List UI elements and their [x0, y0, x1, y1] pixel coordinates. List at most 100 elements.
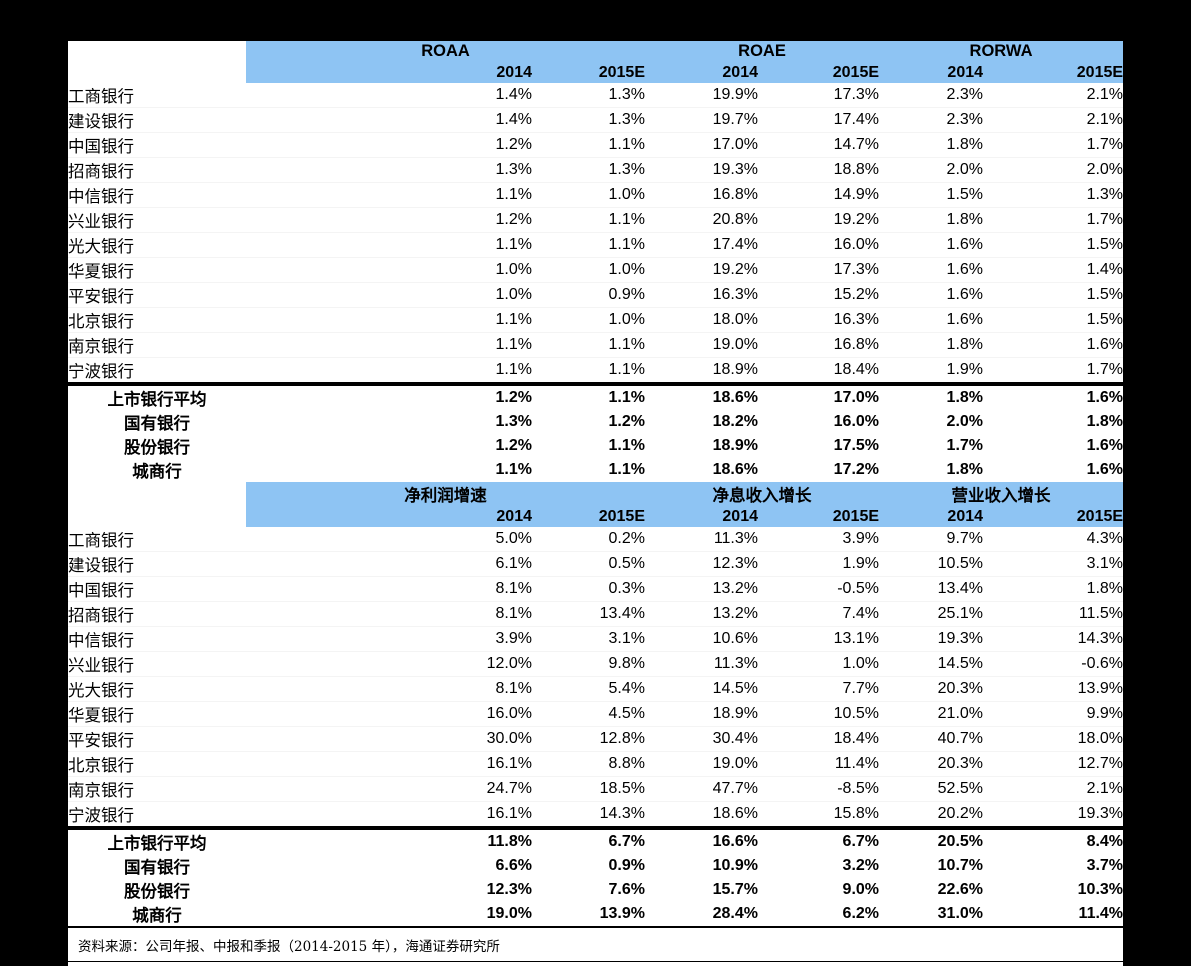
group-title-row: ROAA ROAE RORWA — [68, 41, 1124, 62]
metric-value: 0.3% — [532, 576, 645, 602]
metric-value: 13.4% — [879, 576, 984, 602]
summary-value: 18.6% — [712, 461, 758, 478]
summary-value: 17.0% — [758, 382, 880, 410]
bank-row: 兴业银行 1.2% 1.1% 20.8% 19.2% 1.8% 1.7% — [68, 207, 1124, 233]
metric-value: 3.1% — [983, 551, 1124, 577]
metric-value: 17.3% — [758, 83, 880, 108]
summary-value: 1.2% — [246, 382, 532, 410]
metric-value: 16.1% — [246, 801, 532, 829]
metric-value: 12.3% — [645, 551, 758, 577]
metric-value: 14.5% — [879, 651, 984, 677]
metric-value: 1.4% — [246, 83, 532, 108]
metric-value: 30.0% — [246, 726, 532, 752]
metric-value: 2.1% — [983, 83, 1124, 108]
bank-row: 华夏银行 1.0% 1.0% 19.2% 17.3% 1.6% 1.4% — [68, 257, 1124, 283]
metric-value: 1.7% — [983, 357, 1124, 385]
metric-value: 19.0% — [645, 751, 758, 777]
summary-value: 6.7% — [532, 826, 645, 854]
metric-value: 1.1% — [532, 332, 645, 358]
summary-value: 12.3% — [486, 881, 532, 898]
summary-value: 1.8% — [879, 382, 984, 410]
metric-value: 18.8% — [758, 157, 880, 183]
summary-value: 13.9% — [599, 905, 645, 922]
bank-row: 宁波银行 16.1% 14.3% 18.6% 15.8% 20.2% 19.3% — [68, 801, 1124, 829]
metric-value: 8.1% — [246, 676, 532, 702]
metric-value: 1.1% — [246, 232, 532, 258]
summary-value: 18.9% — [712, 437, 758, 454]
metric-value: 12.7% — [983, 751, 1124, 777]
metric-value: 1.0% — [532, 307, 645, 333]
metric-value: 11.3% — [645, 651, 758, 677]
year-header-row: 2014 2015E 2014 2015E 2014 2015E — [68, 506, 1124, 527]
metric-value: 1.1% — [246, 332, 532, 358]
bank-row: 招商银行 8.1% 13.4% 13.2% 7.4% 25.1% 11.5% — [68, 601, 1124, 627]
bank-name: 北京银行 — [68, 751, 246, 777]
metric-value: 14.5% — [645, 676, 758, 702]
label-column-spacer — [68, 62, 246, 83]
year-header: 2014 — [879, 506, 984, 527]
summary-row: 上市银行平均 11.8% 6.7% 16.6% 6.7% 20.5% 8.4% — [68, 826, 1124, 854]
metric-value: 12.8% — [532, 726, 645, 752]
summary-label: 上市银行平均 — [68, 826, 246, 854]
summary-row: 股份银行 12.3% 7.6% 15.7% 9.0% 22.6% 10.3% — [68, 878, 1123, 902]
year-header-row: 2014 2015E 2014 2015E 2014 2015E — [68, 62, 1124, 83]
year-header: 2014 — [645, 506, 758, 527]
metric-value: 20.3% — [879, 751, 984, 777]
metric-value: 2.0% — [983, 157, 1124, 183]
metric-value: 1.3% — [532, 107, 645, 133]
metric-value: 1.8% — [879, 132, 984, 158]
metric-value: 18.4% — [758, 357, 880, 385]
metric-value: 15.2% — [758, 282, 880, 308]
bank-name: 建设银行 — [68, 551, 246, 577]
metric-value: 17.4% — [758, 107, 880, 133]
metric-value: 40.7% — [879, 726, 984, 752]
bank-name: 工商银行 — [68, 527, 246, 552]
bank-row: 中国银行 8.1% 0.3% 13.2% -0.5% 13.4% 1.8% — [68, 576, 1124, 602]
summary-value: 17.2% — [833, 461, 880, 478]
summary-value: 10.3% — [1077, 881, 1124, 898]
bank-name: 宁波银行 — [68, 801, 246, 829]
metric-value: 1.3% — [532, 83, 645, 108]
metric-value: 1.4% — [983, 257, 1124, 283]
bank-name: 光大银行 — [68, 676, 246, 702]
metric-value: 1.1% — [246, 357, 532, 385]
metric-value: 0.2% — [532, 527, 645, 552]
label-column-spacer — [68, 506, 246, 527]
bank-row: 中国银行 1.2% 1.1% 17.0% 14.7% 1.8% 1.7% — [68, 132, 1124, 158]
metric-value: 19.2% — [645, 257, 758, 283]
metric-value: 8.8% — [532, 751, 645, 777]
metric-value: 1.0% — [246, 257, 532, 283]
metric-value: 7.7% — [758, 676, 880, 702]
summary-label: 国有银行 — [124, 858, 190, 877]
summary-value: 18.6% — [645, 382, 758, 410]
group-title: ROAA — [246, 41, 645, 62]
metric-value: 13.2% — [645, 601, 758, 627]
metric-value: 10.5% — [758, 701, 880, 727]
group-title: 净息收入增长 — [645, 482, 880, 506]
metric-value: 14.3% — [532, 801, 645, 829]
metric-value: 11.4% — [758, 751, 880, 777]
bank-row: 宁波银行 1.1% 1.1% 18.9% 18.4% 1.9% 1.7% — [68, 357, 1124, 385]
summary-value: 8.4% — [983, 826, 1124, 854]
summary-value: 11.4% — [1078, 905, 1124, 922]
summary-value: 0.9% — [608, 857, 645, 874]
metric-value: 16.0% — [758, 232, 880, 258]
metric-value: 21.0% — [879, 701, 984, 727]
metric-value: 19.9% — [645, 83, 758, 108]
summary-value: 3.2% — [842, 857, 880, 874]
metric-value: 1.0% — [532, 257, 645, 283]
metric-value: 0.9% — [532, 282, 645, 308]
metric-value: 1.2% — [246, 207, 532, 233]
metric-value: 1.5% — [983, 232, 1124, 258]
metric-value: 20.8% — [645, 207, 758, 233]
metric-value: 1.4% — [246, 107, 532, 133]
summary-row: 国有银行 1.3% 1.2% 18.2% 16.0% 2.0% 1.8% — [68, 410, 1123, 434]
metric-value: 1.1% — [532, 357, 645, 385]
metric-value: 17.0% — [645, 132, 758, 158]
summary-row: 股份银行 1.2% 1.1% 18.9% 17.5% 1.7% 1.6% — [68, 434, 1123, 458]
year-header: 2015E — [758, 506, 880, 527]
bank-metrics-table: ROAA ROAE RORWA 2014 2015E 2014 2015E 2014 2015E… — [68, 41, 1124, 926]
bank-row: 光大银行 8.1% 5.4% 14.5% 7.7% 20.3% 13.9% — [68, 676, 1124, 702]
metric-value: 10.5% — [879, 551, 984, 577]
metric-value: 1.1% — [246, 307, 532, 333]
